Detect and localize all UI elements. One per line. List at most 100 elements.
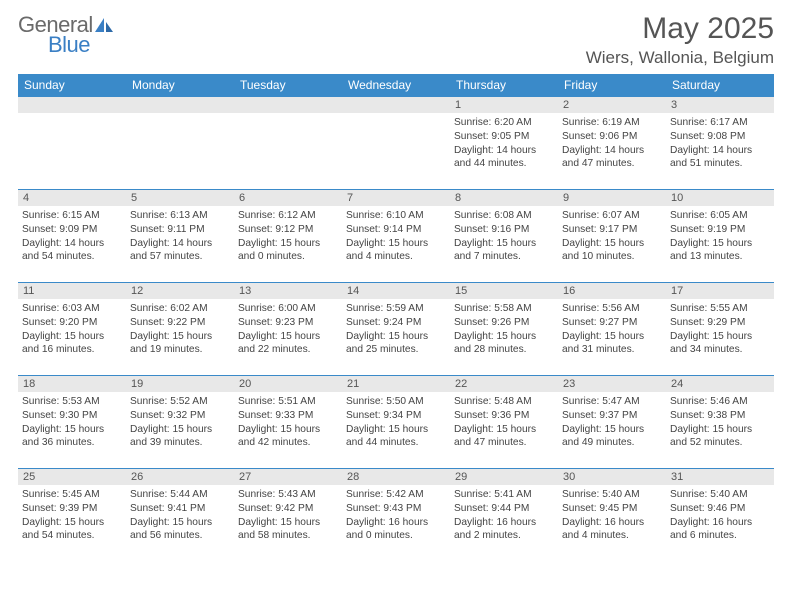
week-row: 4Sunrise: 6:15 AMSunset: 9:09 PMDaylight… — [18, 190, 774, 283]
weekday-header: SundayMondayTuesdayWednesdayThursdayFrid… — [18, 74, 774, 97]
day-cell — [342, 97, 450, 190]
day-cell: 3Sunrise: 6:17 AMSunset: 9:08 PMDaylight… — [666, 97, 774, 190]
day-cell: 4Sunrise: 6:15 AMSunset: 9:09 PMDaylight… — [18, 190, 126, 283]
day-number: 12 — [126, 283, 234, 299]
location-text: Wiers, Wallonia, Belgium — [586, 48, 774, 68]
day-number: 23 — [558, 376, 666, 392]
day-number: 27 — [234, 469, 342, 485]
day-cell: 27Sunrise: 5:43 AMSunset: 9:42 PMDayligh… — [234, 469, 342, 562]
day-number: 21 — [342, 376, 450, 392]
day-cell: 19Sunrise: 5:52 AMSunset: 9:32 PMDayligh… — [126, 376, 234, 469]
day-cell: 30Sunrise: 5:40 AMSunset: 9:45 PMDayligh… — [558, 469, 666, 562]
day-number: 18 — [18, 376, 126, 392]
day-number: 15 — [450, 283, 558, 299]
weekday-thursday: Thursday — [450, 74, 558, 97]
day-cell — [126, 97, 234, 190]
day-cell: 24Sunrise: 5:46 AMSunset: 9:38 PMDayligh… — [666, 376, 774, 469]
weekday-sunday: Sunday — [18, 74, 126, 97]
week-row: 25Sunrise: 5:45 AMSunset: 9:39 PMDayligh… — [18, 469, 774, 562]
day-cell: 31Sunrise: 5:40 AMSunset: 9:46 PMDayligh… — [666, 469, 774, 562]
day-number: 28 — [342, 469, 450, 485]
day-detail: Sunrise: 6:02 AMSunset: 9:22 PMDaylight:… — [126, 299, 234, 357]
day-number: 4 — [18, 190, 126, 206]
day-cell: 29Sunrise: 5:41 AMSunset: 9:44 PMDayligh… — [450, 469, 558, 562]
day-detail: Sunrise: 6:19 AMSunset: 9:06 PMDaylight:… — [558, 113, 666, 171]
day-cell: 2Sunrise: 6:19 AMSunset: 9:06 PMDaylight… — [558, 97, 666, 190]
day-detail: Sunrise: 5:46 AMSunset: 9:38 PMDaylight:… — [666, 392, 774, 450]
day-detail: Sunrise: 5:44 AMSunset: 9:41 PMDaylight:… — [126, 485, 234, 543]
day-detail: Sunrise: 6:07 AMSunset: 9:17 PMDaylight:… — [558, 206, 666, 264]
day-detail: Sunrise: 6:13 AMSunset: 9:11 PMDaylight:… — [126, 206, 234, 264]
day-detail: Sunrise: 5:42 AMSunset: 9:43 PMDaylight:… — [342, 485, 450, 543]
day-cell: 1Sunrise: 6:20 AMSunset: 9:05 PMDaylight… — [450, 97, 558, 190]
day-number: 9 — [558, 190, 666, 206]
brand-part2: Blue — [48, 32, 115, 58]
day-detail: Sunrise: 6:03 AMSunset: 9:20 PMDaylight:… — [18, 299, 126, 357]
day-detail: Sunrise: 5:58 AMSunset: 9:26 PMDaylight:… — [450, 299, 558, 357]
day-detail: Sunrise: 5:41 AMSunset: 9:44 PMDaylight:… — [450, 485, 558, 543]
day-detail: Sunrise: 6:20 AMSunset: 9:05 PMDaylight:… — [450, 113, 558, 171]
day-number: 19 — [126, 376, 234, 392]
week-row: 11Sunrise: 6:03 AMSunset: 9:20 PMDayligh… — [18, 283, 774, 376]
weekday-monday: Monday — [126, 74, 234, 97]
day-detail: Sunrise: 5:48 AMSunset: 9:36 PMDaylight:… — [450, 392, 558, 450]
day-cell: 22Sunrise: 5:48 AMSunset: 9:36 PMDayligh… — [450, 376, 558, 469]
day-detail: Sunrise: 5:52 AMSunset: 9:32 PMDaylight:… — [126, 392, 234, 450]
day-number: 31 — [666, 469, 774, 485]
sail-icon — [95, 18, 115, 34]
day-detail: Sunrise: 5:59 AMSunset: 9:24 PMDaylight:… — [342, 299, 450, 357]
day-detail: Sunrise: 5:45 AMSunset: 9:39 PMDaylight:… — [18, 485, 126, 543]
day-cell: 28Sunrise: 5:42 AMSunset: 9:43 PMDayligh… — [342, 469, 450, 562]
brand-logo: GeneralBlue — [18, 12, 115, 58]
day-detail: Sunrise: 5:40 AMSunset: 9:45 PMDaylight:… — [558, 485, 666, 543]
day-number: 2 — [558, 97, 666, 113]
day-detail: Sunrise: 6:12 AMSunset: 9:12 PMDaylight:… — [234, 206, 342, 264]
day-number: 7 — [342, 190, 450, 206]
day-detail: Sunrise: 5:43 AMSunset: 9:42 PMDaylight:… — [234, 485, 342, 543]
day-detail: Sunrise: 5:50 AMSunset: 9:34 PMDaylight:… — [342, 392, 450, 450]
day-cell: 6Sunrise: 6:12 AMSunset: 9:12 PMDaylight… — [234, 190, 342, 283]
day-number-empty — [18, 97, 126, 113]
day-cell — [234, 97, 342, 190]
day-number: 25 — [18, 469, 126, 485]
day-detail: Sunrise: 6:05 AMSunset: 9:19 PMDaylight:… — [666, 206, 774, 264]
day-number: 17 — [666, 283, 774, 299]
day-number: 3 — [666, 97, 774, 113]
day-detail: Sunrise: 5:51 AMSunset: 9:33 PMDaylight:… — [234, 392, 342, 450]
calendar-table: SundayMondayTuesdayWednesdayThursdayFrid… — [18, 74, 774, 562]
calendar-body: 1Sunrise: 6:20 AMSunset: 9:05 PMDaylight… — [18, 97, 774, 562]
day-number: 5 — [126, 190, 234, 206]
week-row: 1Sunrise: 6:20 AMSunset: 9:05 PMDaylight… — [18, 97, 774, 190]
day-detail: Sunrise: 6:00 AMSunset: 9:23 PMDaylight:… — [234, 299, 342, 357]
day-number: 10 — [666, 190, 774, 206]
week-row: 18Sunrise: 5:53 AMSunset: 9:30 PMDayligh… — [18, 376, 774, 469]
day-number: 29 — [450, 469, 558, 485]
day-cell: 13Sunrise: 6:00 AMSunset: 9:23 PMDayligh… — [234, 283, 342, 376]
day-cell: 12Sunrise: 6:02 AMSunset: 9:22 PMDayligh… — [126, 283, 234, 376]
day-detail: Sunrise: 5:55 AMSunset: 9:29 PMDaylight:… — [666, 299, 774, 357]
day-cell: 15Sunrise: 5:58 AMSunset: 9:26 PMDayligh… — [450, 283, 558, 376]
day-number: 20 — [234, 376, 342, 392]
header: GeneralBlue May 2025 Wiers, Wallonia, Be… — [18, 12, 774, 68]
day-cell: 10Sunrise: 6:05 AMSunset: 9:19 PMDayligh… — [666, 190, 774, 283]
day-cell: 18Sunrise: 5:53 AMSunset: 9:30 PMDayligh… — [18, 376, 126, 469]
day-detail: Sunrise: 5:40 AMSunset: 9:46 PMDaylight:… — [666, 485, 774, 543]
day-number: 30 — [558, 469, 666, 485]
day-cell: 5Sunrise: 6:13 AMSunset: 9:11 PMDaylight… — [126, 190, 234, 283]
day-detail: Sunrise: 6:08 AMSunset: 9:16 PMDaylight:… — [450, 206, 558, 264]
day-number-empty — [342, 97, 450, 113]
day-detail: Sunrise: 6:17 AMSunset: 9:08 PMDaylight:… — [666, 113, 774, 171]
day-number: 26 — [126, 469, 234, 485]
day-cell: 21Sunrise: 5:50 AMSunset: 9:34 PMDayligh… — [342, 376, 450, 469]
day-number: 14 — [342, 283, 450, 299]
day-cell: 20Sunrise: 5:51 AMSunset: 9:33 PMDayligh… — [234, 376, 342, 469]
day-cell: 7Sunrise: 6:10 AMSunset: 9:14 PMDaylight… — [342, 190, 450, 283]
day-number: 8 — [450, 190, 558, 206]
day-number: 1 — [450, 97, 558, 113]
calendar-page: GeneralBlue May 2025 Wiers, Wallonia, Be… — [0, 0, 792, 562]
day-cell: 11Sunrise: 6:03 AMSunset: 9:20 PMDayligh… — [18, 283, 126, 376]
day-cell: 17Sunrise: 5:55 AMSunset: 9:29 PMDayligh… — [666, 283, 774, 376]
day-number: 16 — [558, 283, 666, 299]
day-cell — [18, 97, 126, 190]
day-detail: Sunrise: 5:56 AMSunset: 9:27 PMDaylight:… — [558, 299, 666, 357]
